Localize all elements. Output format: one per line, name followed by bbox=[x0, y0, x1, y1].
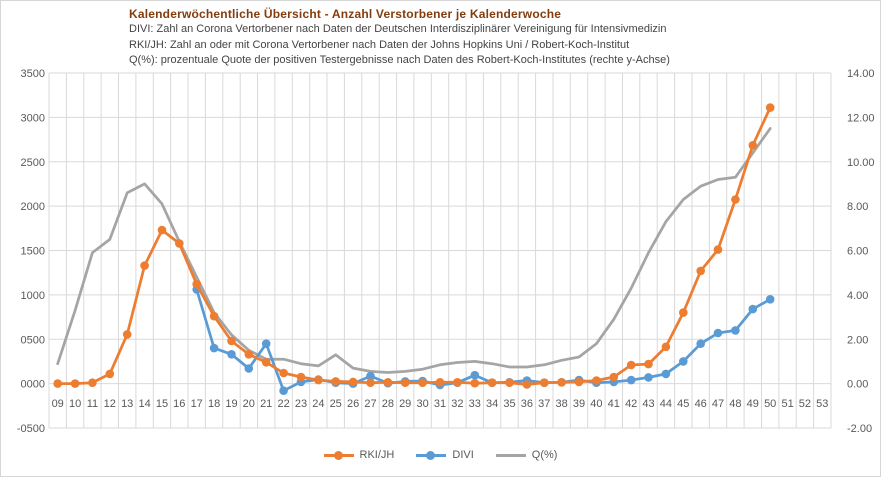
subtitle-q-percent: Q(%): prozentuale Quote der positiven Te… bbox=[129, 54, 670, 67]
left-axis-labels: 3500 3000 2500 2000 1500 1000 0500 0000 -0500 bbox=[17, 68, 45, 435]
svg-text:19: 19 bbox=[225, 398, 237, 410]
svg-text:52: 52 bbox=[799, 398, 811, 410]
svg-text:37: 37 bbox=[538, 398, 550, 410]
legend: RKI/JH DIVI Q(%) bbox=[1, 445, 880, 465]
svg-text:0.00: 0.00 bbox=[847, 379, 868, 391]
svg-text:-0500: -0500 bbox=[17, 423, 45, 435]
svg-text:50: 50 bbox=[764, 398, 776, 410]
svg-text:0000: 0000 bbox=[21, 379, 45, 391]
svg-text:22: 22 bbox=[277, 398, 289, 410]
svg-text:2.00: 2.00 bbox=[847, 334, 868, 346]
svg-text:45: 45 bbox=[677, 398, 689, 410]
svg-text:24: 24 bbox=[312, 398, 324, 410]
svg-text:23: 23 bbox=[295, 398, 307, 410]
svg-text:3500: 3500 bbox=[21, 68, 45, 80]
svg-text:28: 28 bbox=[382, 398, 394, 410]
svg-text:47: 47 bbox=[712, 398, 724, 410]
legend-line bbox=[495, 453, 526, 457]
right-axis-labels: 14.00 12.00 10.00 8.00 6.00 4.00 2.00 0.00 -2.00 bbox=[847, 68, 875, 435]
rki-jh-line-marker-icon bbox=[323, 450, 354, 460]
svg-text:13: 13 bbox=[121, 398, 133, 410]
svg-text:18: 18 bbox=[208, 398, 220, 410]
svg-text:17: 17 bbox=[191, 398, 203, 410]
legend-item-q-percent: Q(%) bbox=[495, 449, 558, 461]
q-percent-line-icon bbox=[495, 451, 526, 460]
svg-text:31: 31 bbox=[434, 398, 446, 410]
svg-text:34: 34 bbox=[486, 398, 498, 410]
svg-text:25: 25 bbox=[330, 398, 342, 410]
svg-text:3000: 3000 bbox=[21, 112, 45, 124]
svg-text:21: 21 bbox=[260, 398, 272, 410]
legend-dot bbox=[333, 450, 343, 460]
svg-text:15: 15 bbox=[156, 398, 168, 410]
legend-item-rki-jh: RKI/JH bbox=[323, 449, 395, 461]
svg-text:26: 26 bbox=[347, 398, 359, 410]
svg-text:6.00: 6.00 bbox=[847, 246, 868, 258]
svg-text:20: 20 bbox=[243, 398, 255, 410]
legend-label-rki-jh: RKI/JH bbox=[359, 449, 395, 461]
svg-text:43: 43 bbox=[642, 398, 654, 410]
svg-text:1500: 1500 bbox=[21, 246, 45, 258]
series-rki-jh bbox=[53, 103, 775, 389]
legend-label-q-percent: Q(%) bbox=[531, 449, 558, 461]
svg-text:41: 41 bbox=[608, 398, 620, 410]
subtitle-divi: DIVI: Zahl an Corona Vertorbener nach Da… bbox=[129, 23, 667, 35]
svg-text:40: 40 bbox=[590, 398, 602, 410]
svg-text:2500: 2500 bbox=[21, 157, 45, 169]
svg-text:12.00: 12.00 bbox=[847, 112, 875, 124]
svg-text:10.00: 10.00 bbox=[847, 157, 875, 169]
svg-text:51: 51 bbox=[781, 398, 793, 410]
svg-text:44: 44 bbox=[660, 398, 672, 410]
svg-text:38: 38 bbox=[555, 398, 567, 410]
gridlines bbox=[48, 72, 832, 429]
svg-text:16: 16 bbox=[173, 398, 185, 410]
svg-text:39: 39 bbox=[573, 398, 585, 410]
chart-header: Kalenderwöchentliche Übersicht - Anzahl … bbox=[129, 6, 869, 69]
svg-text:1000: 1000 bbox=[21, 290, 45, 302]
svg-text:-2.00: -2.00 bbox=[847, 423, 872, 435]
svg-text:35: 35 bbox=[503, 398, 515, 410]
svg-text:11: 11 bbox=[87, 398, 98, 410]
legend-label-divi: DIVI bbox=[452, 449, 474, 461]
chart-title: Kalenderwöchentliche Übersicht - Anzahl … bbox=[129, 7, 562, 21]
series-q- bbox=[56, 127, 772, 374]
legend-dot bbox=[426, 450, 436, 460]
svg-text:8.00: 8.00 bbox=[847, 201, 868, 213]
svg-text:32: 32 bbox=[451, 398, 463, 410]
svg-text:14.00: 14.00 bbox=[847, 68, 875, 80]
x-axis-labels: 09 10 11 12 13 14 15 16 17 18 19 20 21 22 23 24 25 26 27 28… bbox=[52, 398, 829, 410]
svg-text:27: 27 bbox=[364, 398, 376, 410]
svg-text:53: 53 bbox=[816, 398, 828, 410]
legend-item-divi: DIVI bbox=[416, 449, 474, 461]
svg-text:0500: 0500 bbox=[21, 334, 45, 346]
svg-text:42: 42 bbox=[625, 398, 637, 410]
svg-text:33: 33 bbox=[469, 398, 481, 410]
svg-text:2000: 2000 bbox=[21, 201, 45, 213]
svg-text:29: 29 bbox=[399, 398, 411, 410]
svg-text:30: 30 bbox=[416, 398, 428, 410]
svg-text:10: 10 bbox=[69, 398, 81, 410]
svg-text:48: 48 bbox=[729, 398, 741, 410]
svg-text:46: 46 bbox=[695, 398, 707, 410]
svg-text:36: 36 bbox=[521, 398, 533, 410]
svg-text:14: 14 bbox=[138, 398, 150, 410]
svg-text:12: 12 bbox=[104, 398, 116, 410]
divi-line-marker-icon bbox=[416, 450, 447, 460]
svg-text:49: 49 bbox=[747, 398, 759, 410]
svg-text:09: 09 bbox=[52, 398, 64, 410]
subtitle-rki-jh: RKI/JH: Zahl an oder mit Corona Vertorbe… bbox=[129, 38, 630, 51]
svg-text:4.00: 4.00 bbox=[847, 290, 868, 302]
